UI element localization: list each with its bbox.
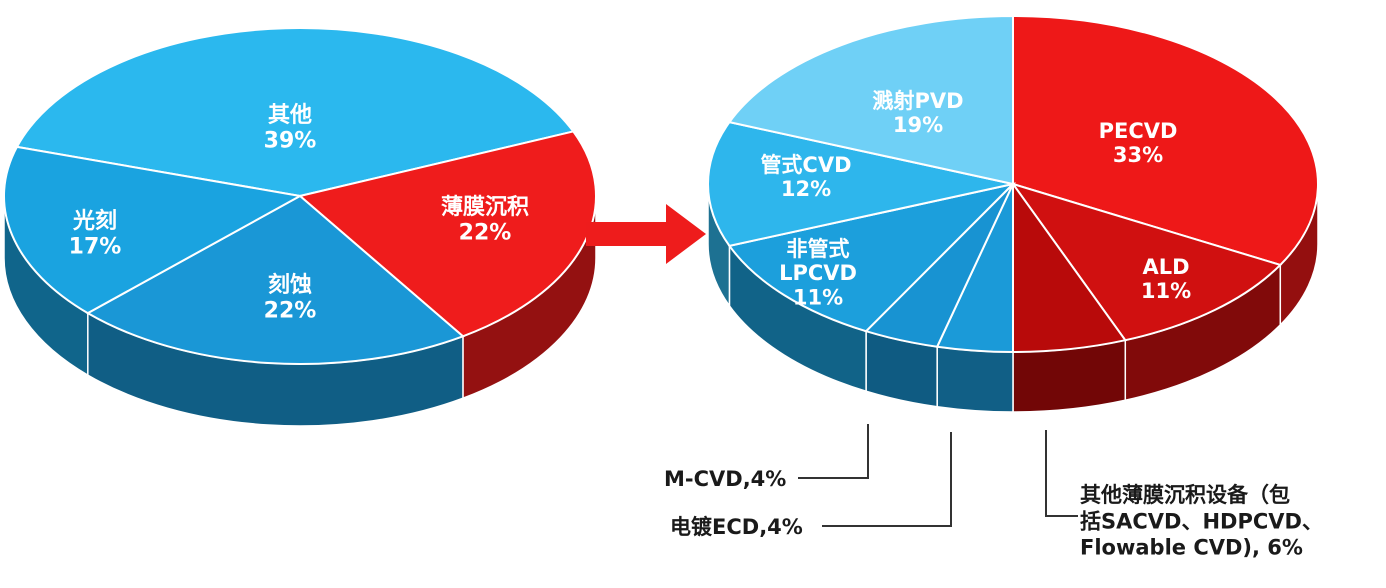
slice-label: ALD (1142, 255, 1189, 279)
pie-chart-thin-film-deposition: PECVD33%ALD11%非管式LPCVD11%管式CVD12%溅射PVD19… (707, 14, 1319, 413)
callout-text: 其他薄膜沉积设备（包 (1080, 483, 1290, 507)
slice-label: 其他 (268, 103, 312, 128)
pie-slice-pvd (727, 14, 1014, 186)
pie-side-ecd (936, 345, 1014, 413)
slice-label: 非管式 (787, 237, 850, 261)
slice-label: 管式CVD (760, 153, 851, 177)
callout-text: 电镀ECD,4% (670, 515, 803, 539)
arrow-icon (586, 204, 706, 264)
slice-label: LPCVD (779, 261, 857, 285)
pie-slice-pecvd (1012, 14, 1319, 267)
callouts: M-CVD,4% 电镀ECD,4% 其他薄膜沉积设备（包括SACVD、HDPCVD、… (664, 424, 1323, 560)
callout-ecd: 电镀ECD,4% (670, 432, 952, 539)
slice-percent: 12% (781, 177, 831, 201)
pie-side (3, 195, 597, 427)
pie2-labels: PECVD33%ALD11%非管式LPCVD11%管式CVD12%溅射PVD19… (760, 89, 1191, 309)
pie-slice-slice (15, 27, 575, 198)
pie-slice-lpcvd (727, 182, 1017, 333)
pie-top (707, 14, 1319, 354)
pie-side (707, 183, 1319, 413)
slice-percent: 22% (264, 298, 317, 323)
slice-percent: 22% (459, 220, 512, 245)
callout-leader-line (822, 432, 952, 527)
callout-m-cvd: M-CVD,4% (664, 424, 869, 491)
slice-percent: 39% (264, 128, 317, 153)
slice-percent: 11% (1141, 279, 1191, 303)
slice-label: 光刻 (72, 208, 117, 234)
slice-percent: 33% (1113, 143, 1163, 167)
slice-percent: 11% (793, 285, 843, 309)
callout-text: Flowable CVD), 6% (1080, 536, 1303, 560)
slice-label: 溅射PVD (872, 89, 963, 113)
slice-percent: 17% (69, 234, 122, 259)
pie-slice-slice (297, 130, 597, 338)
pie-slice-ald (1010, 182, 1283, 342)
slice-label: PECVD (1099, 119, 1178, 143)
callout-text: M-CVD,4% (664, 467, 786, 491)
slice-label: 刻蚀 (268, 272, 312, 298)
pie-slice-slice (3, 145, 303, 315)
slice-percent: 19% (893, 113, 943, 137)
slice-label: 薄膜沉积 (441, 195, 529, 220)
pie-slice-cvd (707, 121, 1014, 247)
pie-top (3, 27, 597, 365)
pie-slice-slice (85, 194, 465, 365)
callout-leader-line (798, 424, 869, 479)
callout-leader-line (1045, 430, 1078, 517)
callout-text: 括SACVD、HDPCVD、 (1080, 509, 1323, 533)
